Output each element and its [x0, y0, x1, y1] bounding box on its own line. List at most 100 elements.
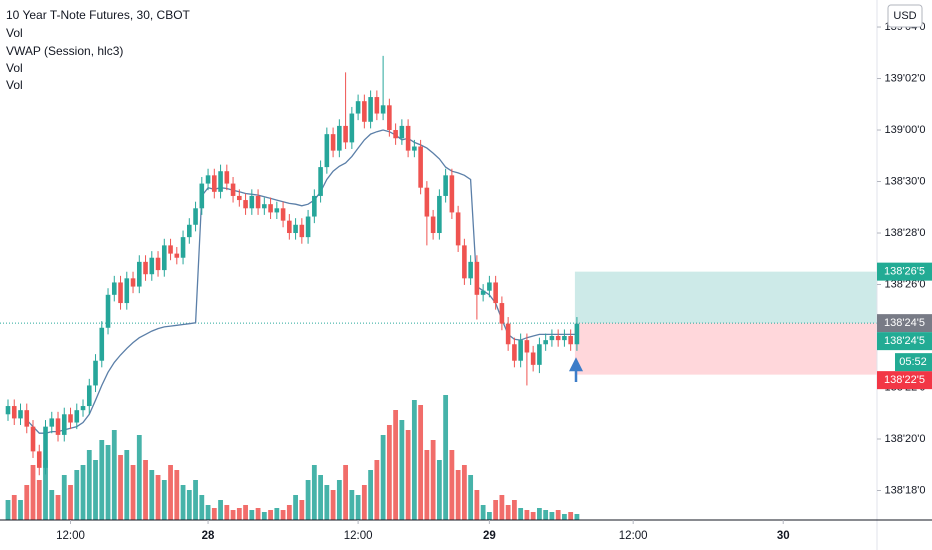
y-tick-label: 138'20'0: [885, 433, 926, 445]
y-tick-label: 138'30'0: [885, 175, 926, 187]
volume-bar: [286, 505, 292, 520]
volume-bar: [155, 475, 161, 520]
candle-body: [343, 125, 348, 143]
candle-body: [518, 340, 523, 361]
price-tag: [877, 262, 932, 281]
price-tag: [877, 371, 932, 390]
target-zone: [574, 271, 877, 324]
volume-bar: [318, 475, 323, 520]
candle-body: [36, 451, 42, 468]
candle-body: [455, 212, 461, 246]
volume-bar: [424, 450, 430, 520]
candle-body: [324, 134, 330, 168]
candle-body: [49, 418, 55, 427]
candle-body: [387, 105, 392, 131]
candle-body: [305, 216, 311, 238]
price-axis: 139'04'0139'02'0139'00'0138'30'0138'28'0…: [877, 21, 932, 496]
candle-body: [218, 171, 223, 192]
volume-bar: [293, 495, 298, 520]
x-tick-label: 12:00: [619, 530, 648, 542]
volume-bar: [30, 465, 36, 520]
candle-body: [180, 237, 186, 258]
candle-body: [474, 261, 480, 295]
candle-body: [205, 175, 211, 184]
volume-bar: [311, 465, 317, 520]
volume-bar: [211, 508, 217, 520]
volume-bar: [336, 480, 342, 520]
candle-body: [99, 327, 105, 361]
candle-body: [249, 195, 255, 209]
volume-bar: [355, 495, 361, 520]
candle-body: [530, 352, 536, 365]
volume-bar: [386, 425, 392, 520]
x-tick-label: 28: [202, 530, 215, 542]
y-tick-label: 139'02'0: [885, 72, 926, 84]
legend-item: Vol: [6, 26, 23, 40]
candle-body: [24, 410, 30, 427]
legend-item: VWAP (Session, hlc3): [6, 44, 123, 58]
candle-body: [499, 303, 505, 324]
candle-body: [437, 195, 442, 234]
volume-bar: [99, 440, 105, 520]
candle-body: [243, 200, 248, 209]
volume-bar: [518, 508, 524, 520]
candle-body: [155, 257, 161, 271]
legend-item: Vol: [6, 61, 23, 75]
candle-body: [86, 385, 92, 407]
volume-bar: [574, 514, 580, 520]
stop-zone: [574, 323, 877, 375]
volume-bar: [399, 420, 405, 520]
candle-body: [168, 245, 173, 254]
candle-body: [555, 336, 561, 341]
volume-bar: [430, 440, 436, 520]
candle-body: [574, 323, 580, 345]
candle-body: [462, 245, 467, 279]
candle-body: [318, 167, 323, 196]
currency-button[interactable]: [887, 4, 923, 28]
volume-bar: [480, 505, 486, 520]
candle-body: [299, 224, 305, 238]
candle-body: [136, 261, 142, 287]
volume-bar: [55, 495, 61, 520]
volume-bar: [411, 400, 417, 520]
candle-body: [118, 282, 123, 304]
candle-body: [124, 278, 130, 304]
price-tag-label: 138'26'5: [884, 266, 925, 278]
volume-bar: [524, 510, 530, 520]
candle-body: [468, 261, 473, 279]
candle-body: [562, 336, 567, 341]
candle-body: [55, 418, 61, 435]
candle-body: [30, 426, 36, 452]
volume-bar: [549, 512, 555, 520]
volume-bar: [80, 465, 86, 520]
price-tag: [877, 314, 932, 333]
candle-body: [293, 224, 298, 234]
candle-body: [568, 336, 573, 345]
candle-body: [524, 340, 530, 353]
volume-bar: [168, 465, 173, 520]
candle-body: [187, 224, 192, 238]
candle-body: [412, 146, 417, 151]
y-tick-label: 138'28'0: [885, 227, 926, 239]
candle-body: [424, 187, 430, 217]
volume-bar: [505, 505, 511, 520]
volume-bar: [330, 490, 336, 520]
candle-body: [393, 130, 398, 139]
price-tag-label: 138'22'5: [884, 374, 925, 386]
price-tag: [877, 332, 932, 351]
candle-body: [380, 105, 386, 114]
volume-bar: [24, 485, 30, 520]
candle-body: [405, 125, 411, 151]
volume-bar: [349, 490, 355, 520]
candle-body: [549, 336, 555, 341]
volume-bar: [261, 512, 267, 520]
volume-bar: [374, 460, 380, 520]
candle-body: [330, 134, 336, 151]
volume-bar: [149, 470, 155, 520]
candle-body: [374, 97, 380, 114]
candle-body: [262, 204, 267, 209]
volume-bar: [205, 505, 211, 520]
candle-body: [480, 290, 486, 295]
candle-body: [280, 208, 286, 221]
